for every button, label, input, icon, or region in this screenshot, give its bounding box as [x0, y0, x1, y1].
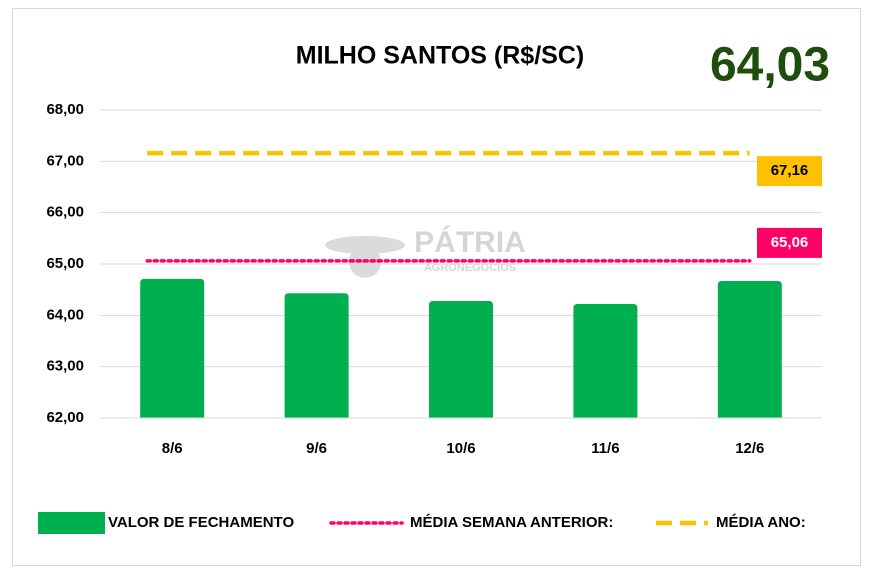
- y-tick-label: 65,00: [46, 255, 84, 272]
- value-label: 65,06: [771, 234, 809, 251]
- y-tick-label: 66,00: [46, 204, 84, 221]
- value-label-box: [757, 227, 822, 258]
- bar: [140, 278, 205, 418]
- legend-label: MÉDIA ANO:: [716, 514, 806, 531]
- headline-value: 64,03: [710, 39, 830, 92]
- watermark-icon: [325, 236, 405, 254]
- x-tick-label: 9/6: [306, 440, 327, 457]
- x-tick-label: 11/6: [591, 440, 619, 457]
- x-tick-label: 8/6: [162, 440, 183, 457]
- y-tick-label: 63,00: [46, 358, 84, 375]
- bar: [429, 300, 493, 418]
- watermark-text: PÁTRIA: [414, 225, 526, 259]
- y-tick-label: 67,00: [46, 152, 84, 169]
- bar: [573, 304, 638, 418]
- y-tick-label: 62,00: [46, 409, 84, 426]
- legend-swatch: [38, 512, 105, 534]
- chart-title: MILHO SANTOS (R$/SC): [296, 42, 584, 70]
- value-label-box: [757, 156, 822, 187]
- bar: [284, 293, 349, 418]
- y-tick-label: 68,00: [46, 101, 84, 118]
- y-tick-label: 64,00: [46, 306, 84, 323]
- x-tick-label: 10/6: [446, 440, 475, 457]
- value-label: 67,16: [771, 162, 809, 179]
- x-tick-label: 12/6: [735, 440, 764, 457]
- watermark-subtext: AGRONEGÓCIOS: [424, 261, 516, 274]
- bar: [717, 280, 782, 418]
- legend-label: MÉDIA SEMANA ANTERIOR:: [410, 514, 613, 531]
- legend-label: VALOR DE FECHAMENTO: [108, 514, 294, 531]
